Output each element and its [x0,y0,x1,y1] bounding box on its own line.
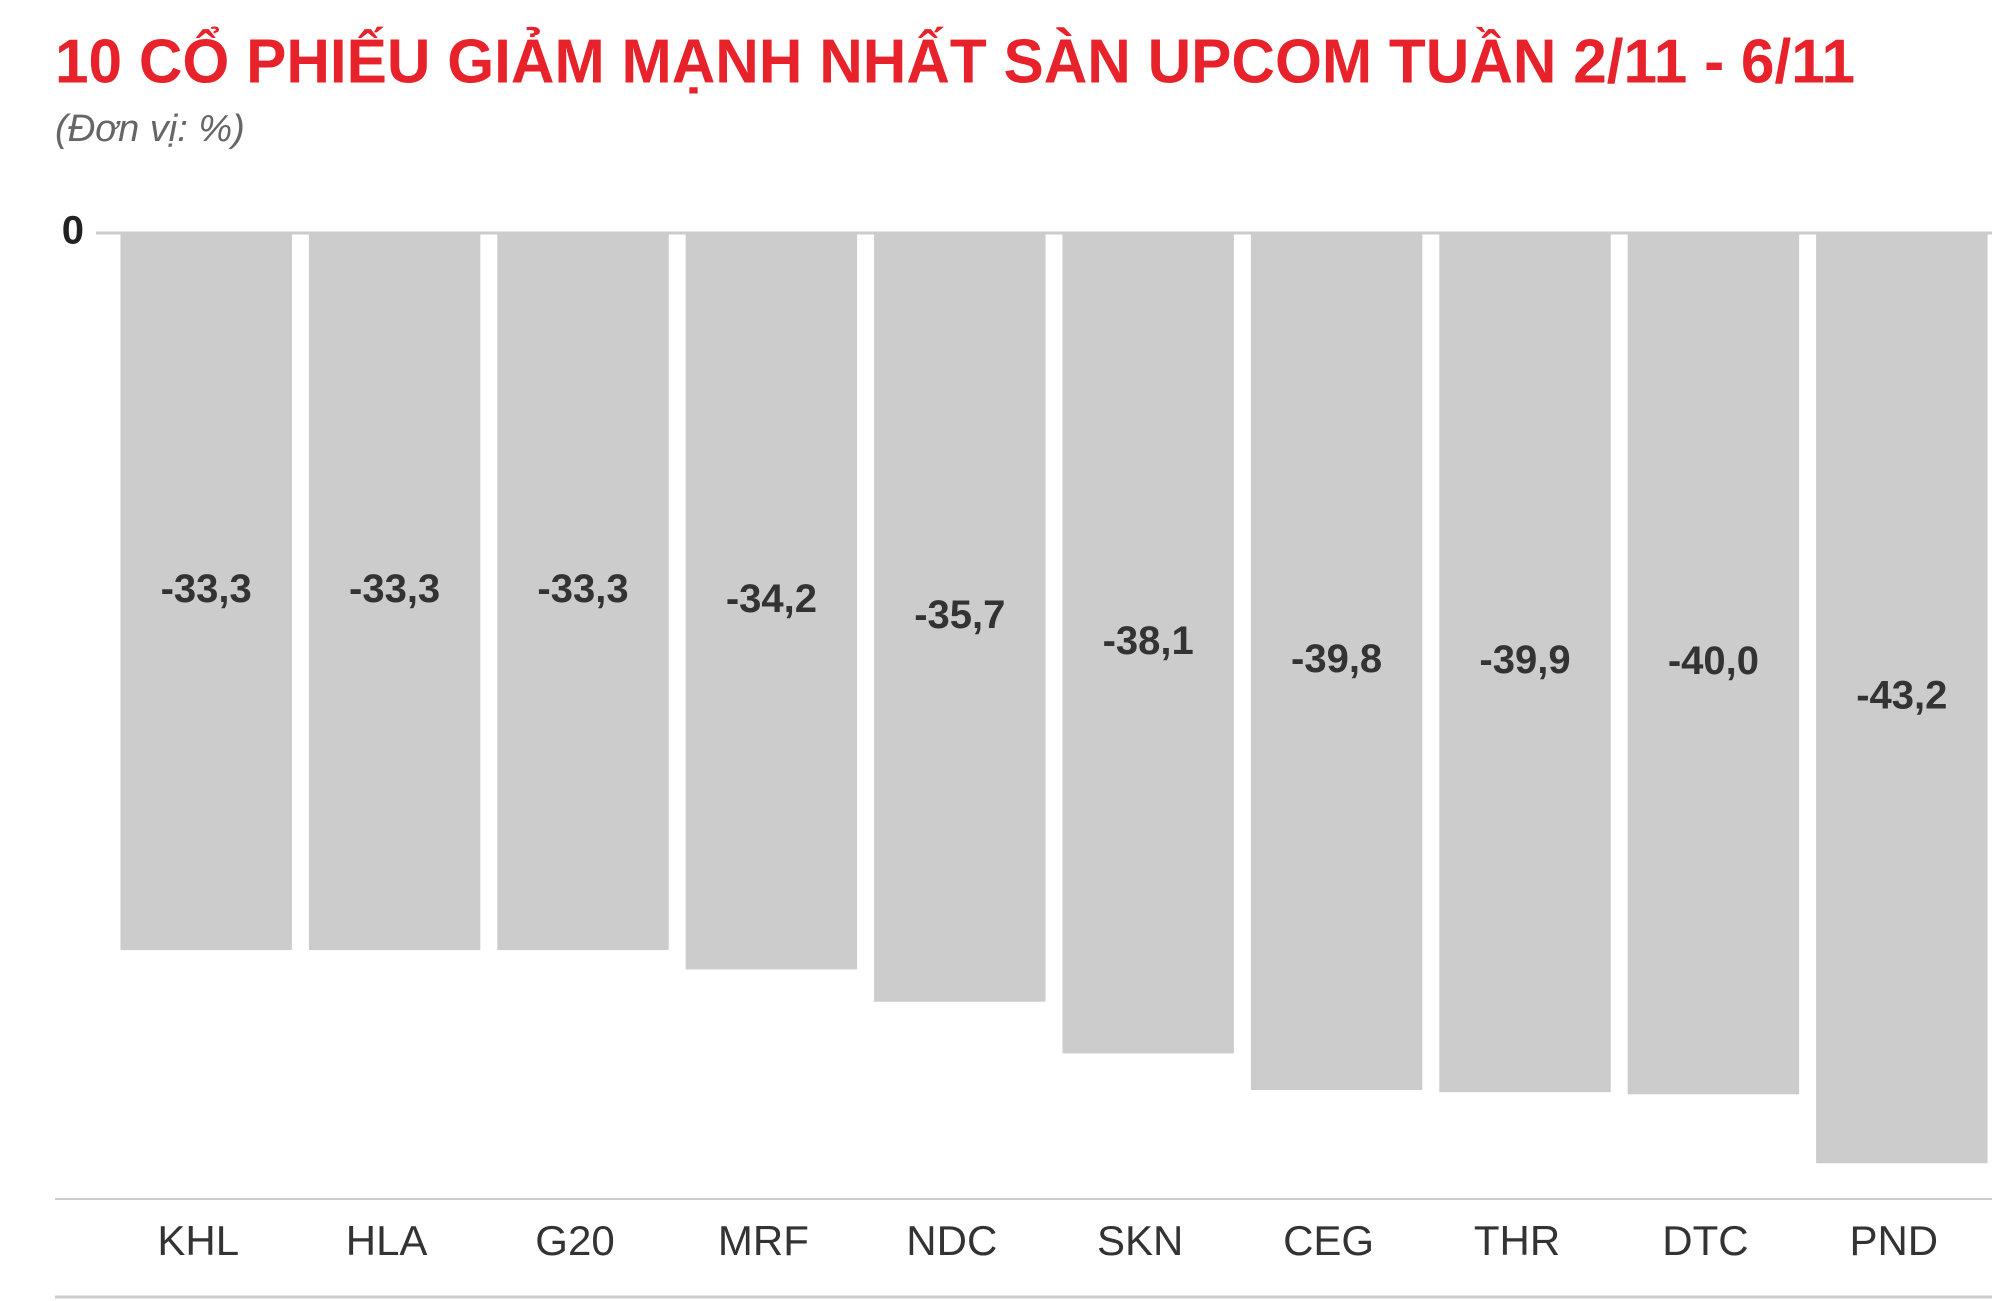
x-tick-label: MRF [718,1217,809,1264]
value-label: -39,8 [1291,637,1382,681]
value-label: -33,3 [537,567,628,611]
bar [308,233,481,951]
x-tick-label: CEG [1283,1217,1374,1264]
bar [874,233,1046,1002]
x-tick-label: NDC [906,1217,997,1264]
bar [1816,233,1988,1164]
x-tick-label: G20 [535,1217,614,1264]
bar [1439,233,1611,1093]
bar [1062,233,1234,1054]
x-tick-label: DTC [1662,1217,1748,1264]
y-tick-label: 0 [62,209,84,253]
value-label: -38,1 [1103,619,1194,663]
value-label: -43,2 [1856,674,1947,718]
bar [120,233,292,951]
bar [1627,233,1800,1095]
x-tick-label: PND [1849,1217,1938,1264]
value-label: -34,2 [726,577,817,621]
bar [685,233,858,970]
x-tick-label: KHL [157,1217,239,1264]
value-label: -35,7 [914,593,1005,637]
x-tick-label: HLA [346,1217,428,1264]
x-tick-label: SKN [1097,1217,1183,1264]
value-label: -33,3 [161,567,252,611]
bar [1250,233,1423,1091]
chart-subtitle: (Đơn vị: %) [55,108,245,150]
chart-title: 10 CỔ PHIẾU GIẢM MẠNH NHẤT SÀN UPCOM TUẦ… [55,26,1855,96]
bar [497,233,669,951]
value-label: -39,9 [1479,638,1570,682]
x-tick-label: THR [1474,1217,1560,1264]
value-label: -40,0 [1668,639,1759,683]
value-label: -33,3 [349,567,440,611]
